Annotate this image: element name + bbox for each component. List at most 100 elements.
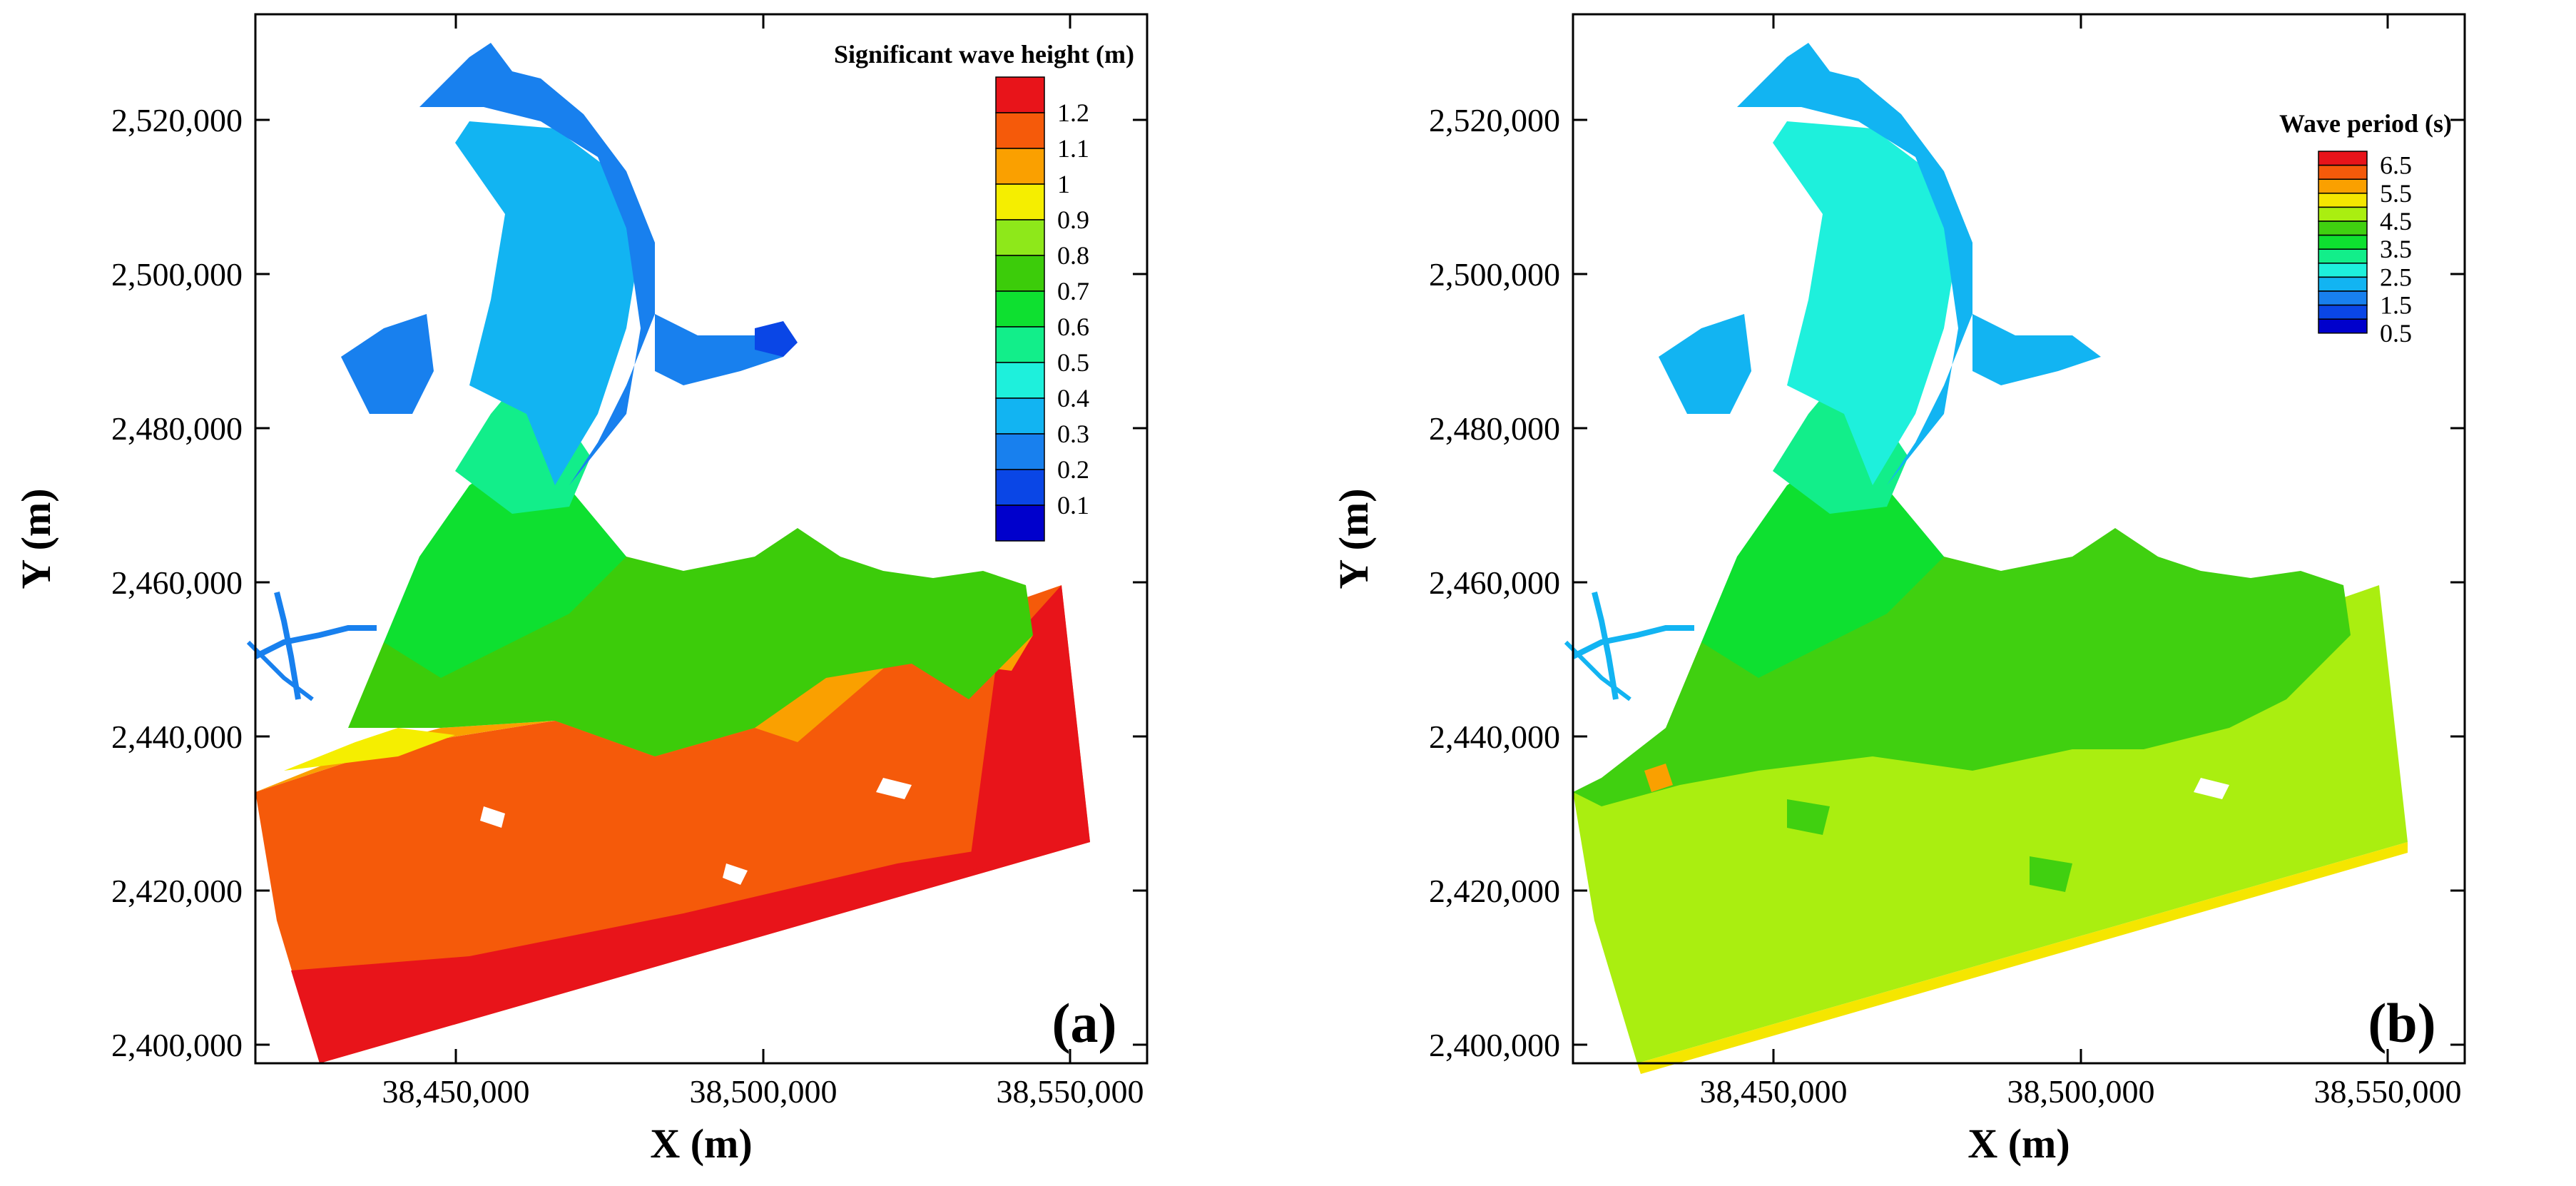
legend-swatch — [2318, 276, 2368, 292]
legend-label: 1 — [1057, 170, 1070, 198]
legend-swatch — [995, 397, 1045, 435]
legend-swatch — [2318, 318, 2368, 334]
y-tick-label: 2,480,000 — [111, 410, 243, 447]
map-a — [246, 43, 1090, 1063]
map-b-region-south-edge — [1637, 842, 2408, 1074]
legend-swatch — [2318, 304, 2368, 320]
legend-label: 0.5 — [2380, 319, 2412, 348]
y-tick-label: 2,460,000 — [1429, 564, 1560, 601]
y-tick-label: 2,520,000 — [111, 102, 243, 138]
map-a-region-sea-high — [291, 835, 1090, 1063]
legend-swatch — [2318, 221, 2368, 236]
map-b-west-channel-1 — [1572, 625, 1694, 659]
map-a-region-west-lobe — [341, 314, 434, 414]
axes-a-xticks — [454, 14, 1071, 1063]
map-b-region-west-lobe — [1659, 314, 1751, 414]
axes-b-frame — [1572, 13, 2466, 1065]
map-a-west-channel-3 — [246, 640, 314, 701]
y-tick-label: 2,400,000 — [111, 1027, 243, 1063]
map-b-region-nearshore-orange — [1644, 764, 1673, 792]
map-a-island-1 — [480, 806, 505, 828]
x-tick-label: 38,550,000 — [997, 1073, 1144, 1110]
legend-swatch — [995, 76, 1045, 113]
axes-a-ytick-labels: 2,400,000 2,420,000 2,440,000 2,460,000 … — [111, 102, 243, 1063]
panel-b: 2,400,000 2,420,000 2,440,000 2,460,000 … — [1330, 13, 2466, 1167]
legend-label: 0.6 — [1057, 313, 1089, 341]
legend-label: 0.3 — [1057, 420, 1089, 448]
map-a-island-3 — [876, 778, 912, 799]
legend-swatch — [995, 326, 1045, 363]
legend-label: 2.5 — [2380, 263, 2412, 291]
map-b-west-channel-3 — [1564, 640, 1631, 701]
legend-swatch — [995, 505, 1045, 542]
legend-swatch — [995, 255, 1045, 292]
legend-swatch — [2318, 151, 2368, 166]
legend-swatch — [995, 362, 1045, 399]
map-b-island-3 — [2194, 778, 2229, 799]
y-axis-title: Y (m) — [13, 488, 59, 589]
legend-swatch — [2318, 178, 2368, 194]
map-a-island-2 — [723, 863, 748, 885]
x-axis-title: X (m) — [650, 1120, 752, 1167]
y-axis-title: Y (m) — [1330, 488, 1377, 589]
map-a-region-sea — [255, 585, 1090, 1063]
legend-label: 0.8 — [1057, 241, 1089, 270]
panel-label: (a) — [1052, 992, 1117, 1054]
legend-label: 6.5 — [2380, 151, 2412, 180]
legend-b-colorbar: 6.55.54.53.52.51.50.5 — [2318, 151, 2412, 348]
legend-a-colorbar: 1.2 1.1 1 0.9 0.8 0.7 0.6 0.5 0.4 0.3 0.2 0.1 — [995, 76, 1089, 542]
legend-title: Significant wave height (m) — [834, 40, 1134, 69]
axes-b-yticks — [1573, 118, 2465, 1046]
map-a-region-east-channel — [755, 321, 798, 357]
legend-swatch — [995, 219, 1045, 256]
panel-a: 2,400,000 2,420,000 2,440,000 2,460,000 … — [13, 13, 1149, 1167]
y-tick-label: 2,400,000 — [1429, 1027, 1560, 1063]
legend-label: 0.4 — [1057, 384, 1089, 412]
y-tick-label: 2,500,000 — [111, 256, 243, 293]
y-tick-label: 2,460,000 — [111, 564, 243, 601]
legend-label: 1.1 — [1057, 134, 1089, 163]
map-a-region-estuary — [455, 121, 641, 485]
map-a-region-estuary-outer — [419, 43, 655, 485]
axes-a-frame — [254, 13, 1149, 1065]
axes-b-ytick-labels: 2,400,000 2,420,000 2,440,000 2,460,000 … — [1429, 102, 1560, 1063]
axes-b-xticks — [1772, 14, 2389, 1063]
map-a-region-east-lobe — [655, 314, 783, 385]
map-b-region-mid-green — [1701, 457, 1944, 678]
legend-label: 0.2 — [1057, 455, 1089, 484]
map-b-region-estuary — [1773, 121, 1958, 485]
x-axis-title: X (m) — [1967, 1120, 2070, 1167]
x-tick-label: 38,550,000 — [2314, 1073, 2462, 1110]
map-b-island-2 — [2030, 856, 2072, 892]
legend-swatch — [2318, 263, 2368, 278]
panel-label: (b) — [2368, 992, 2435, 1054]
legend-swatch — [995, 290, 1045, 328]
axes-a-yticks — [255, 118, 1147, 1046]
map-a-west-channel-1 — [254, 625, 377, 659]
legend-swatch — [2318, 206, 2368, 222]
legend-swatch — [995, 469, 1045, 506]
legend-label: 0.7 — [1057, 277, 1089, 305]
legend-title: Wave period (s) — [2279, 109, 2452, 138]
y-tick-label: 2,520,000 — [1429, 102, 1560, 138]
x-tick-label: 38,450,000 — [382, 1073, 530, 1110]
legend-swatch — [2318, 164, 2368, 180]
legend-label: 0.5 — [1057, 348, 1089, 377]
y-tick-label: 2,500,000 — [1429, 256, 1560, 293]
legend-swatch — [995, 112, 1045, 149]
y-tick-label: 2,420,000 — [111, 873, 243, 909]
legend-swatch — [995, 433, 1045, 470]
map-a-region-nearshore-yellow — [284, 728, 455, 771]
map-b-region-estuary-outer — [1737, 43, 1972, 485]
x-tick-label: 38,500,000 — [2007, 1073, 2155, 1110]
legend-label: 0.1 — [1057, 491, 1089, 519]
map-a-region-coast-light-green — [384, 457, 626, 678]
legend-label: 5.5 — [2380, 179, 2412, 208]
legend-swatch — [995, 148, 1045, 185]
map-b-island-1 — [1787, 799, 1830, 835]
legend-label: 3.5 — [2380, 235, 2412, 263]
legend-swatch — [2318, 234, 2368, 250]
legend-swatch — [2318, 248, 2368, 264]
x-tick-label: 38,450,000 — [1700, 1073, 1848, 1110]
